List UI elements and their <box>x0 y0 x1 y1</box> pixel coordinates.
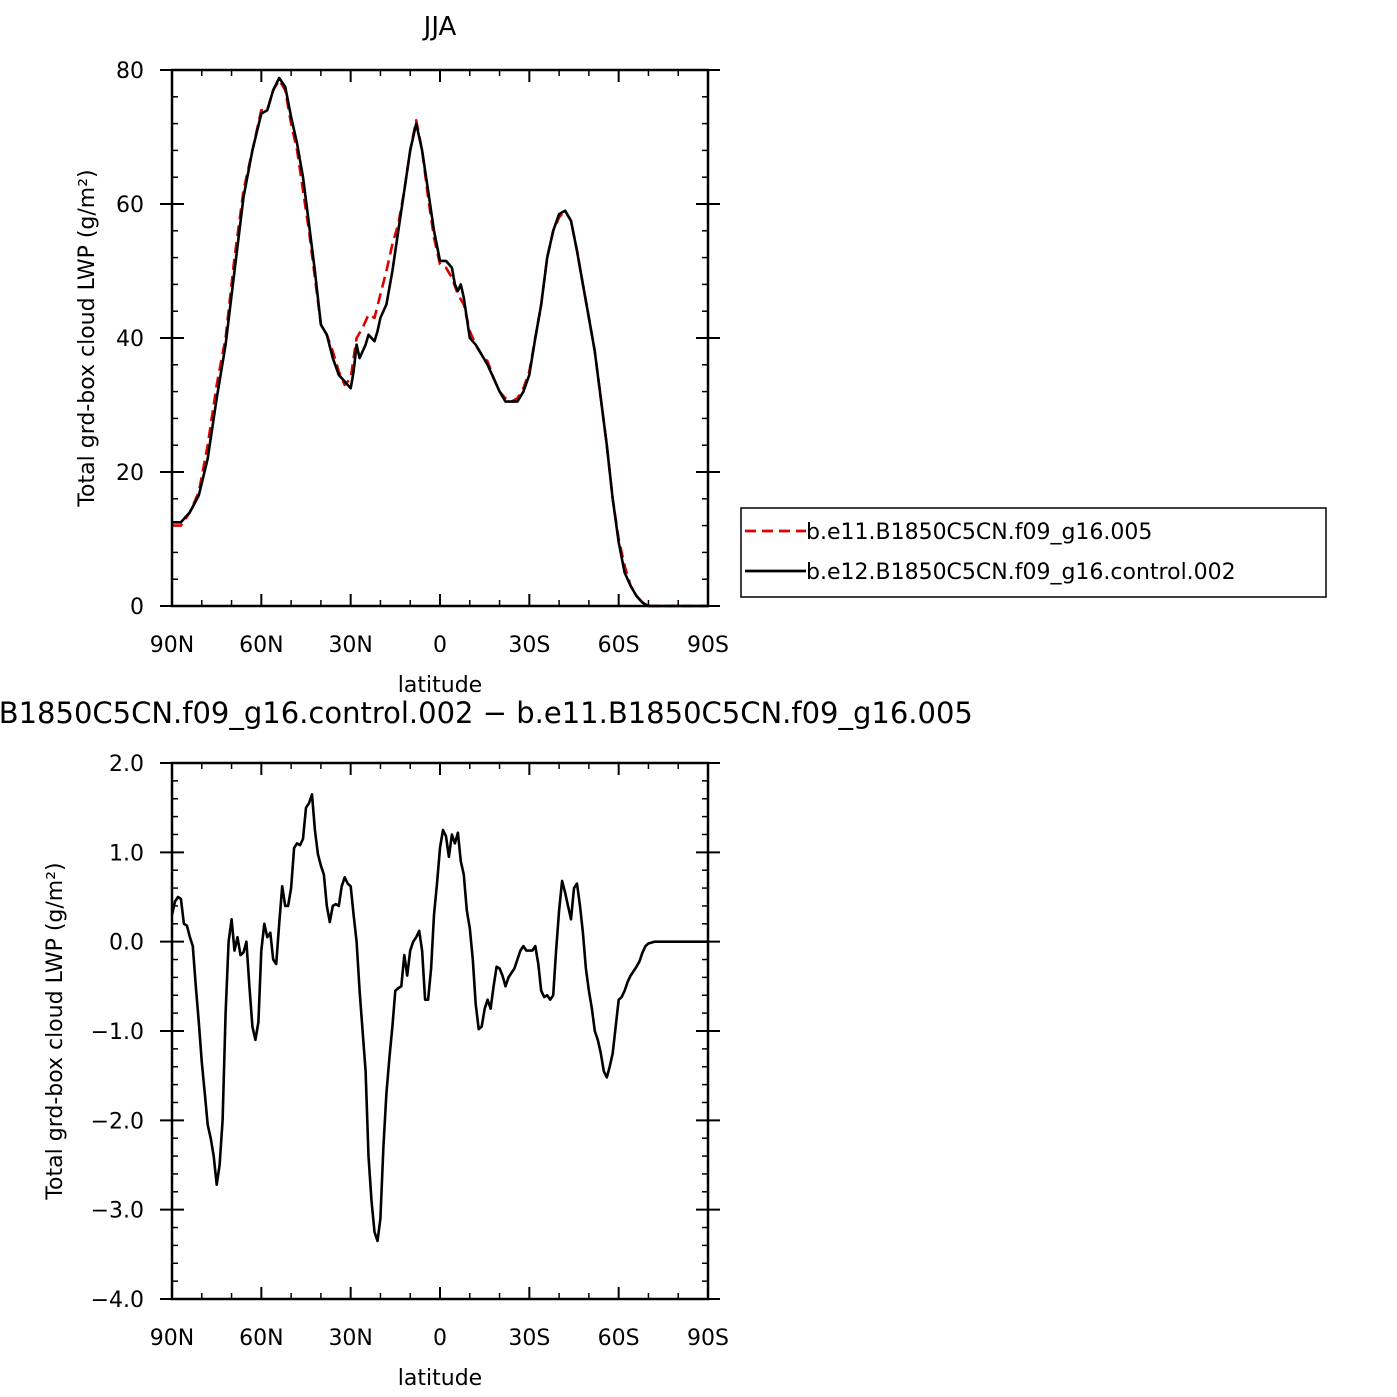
series-line-2 <box>172 76 708 608</box>
y-tick-label: −1.0 <box>91 1020 144 1045</box>
y-tick-label: 40 <box>116 327 144 352</box>
series-line-1 <box>172 78 708 608</box>
legend-box <box>740 507 1327 598</box>
x-tick-label: 30N <box>328 633 372 658</box>
bottom-chart-panel: b.e12.B1850C5CN.f09_g16.control.002 − b.… <box>0 696 973 1391</box>
y-tick-label: −2.0 <box>91 1109 144 1134</box>
y-tick-label: 2.0 <box>109 752 144 777</box>
x-tick-label: 60N <box>239 1326 283 1351</box>
top-chart-panel: JJA 0 20 40 60 80 90N 60N 30N 0 30S 60S 90S latitu… <box>75 12 1327 698</box>
legend: b.e11.B1850C5CN.f09_g16.005 b.e12.B1850C… <box>740 507 1327 598</box>
bottom-y-tick-labels: 2.0 1.0 0.0 −1.0 −2.0 −3.0 −4.0 <box>91 752 144 1313</box>
x-tick-label: 60N <box>239 633 283 658</box>
top-x-axis-label: latitude <box>398 673 482 698</box>
top-x-tick-labels: 90N 60N 30N 0 30S 60S 90S <box>150 633 729 658</box>
x-tick-label: 30S <box>508 1326 550 1351</box>
top-chart-title: JJA <box>422 12 457 42</box>
bottom-y-axis-label: Total grd-box cloud LWP (g/m²) <box>43 862 68 1200</box>
y-tick-label: 1.0 <box>109 841 144 866</box>
bottom-x-tick-labels: 90N 60N 30N 0 30S 60S 90S <box>150 1326 729 1351</box>
y-tick-label: 0.0 <box>109 931 144 956</box>
y-tick-label: 80 <box>116 59 144 84</box>
x-tick-label: 90N <box>150 633 194 658</box>
x-tick-label: 90S <box>687 633 729 658</box>
bottom-plot-frame <box>170 761 710 1301</box>
bottom-chart-title: b.e12.B1850C5CN.f09_g16.control.002 − b.… <box>0 696 973 730</box>
top-series-group <box>172 76 708 608</box>
legend-label-series-1: b.e11.B1850C5CN.f09_g16.005 <box>806 520 1152 545</box>
bottom-series-group <box>170 793 708 1243</box>
top-y-axis-label: Total grd-box cloud LWP (g/m²) <box>75 169 100 507</box>
y-tick-label: −4.0 <box>91 1288 144 1313</box>
legend-label-series-2: b.e12.B1850C5CN.f09_g16.control.002 <box>806 560 1236 585</box>
top-y-tick-labels: 0 20 40 60 80 <box>116 59 144 620</box>
x-tick-label: 60S <box>598 633 640 658</box>
x-tick-label: 30S <box>508 633 550 658</box>
series-line-1 <box>170 793 708 1243</box>
y-tick-label: 0 <box>130 595 144 620</box>
bottom-x-axis-label: latitude <box>398 1366 482 1391</box>
top-plot-frame <box>170 68 710 608</box>
top-tick-marks <box>160 69 720 607</box>
x-tick-label: 0 <box>433 1326 447 1351</box>
x-tick-label: 60S <box>598 1326 640 1351</box>
x-tick-label: 90S <box>687 1326 729 1351</box>
y-tick-label: −3.0 <box>91 1199 144 1224</box>
y-tick-label: 60 <box>116 193 144 218</box>
x-tick-label: 90N <box>150 1326 194 1351</box>
x-tick-label: 0 <box>433 633 447 658</box>
y-tick-label: 20 <box>116 461 144 486</box>
x-tick-label: 30N <box>328 1326 372 1351</box>
